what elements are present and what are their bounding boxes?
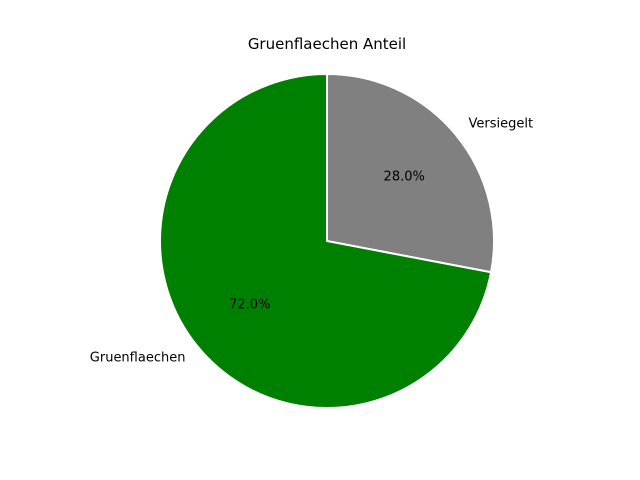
slice-label-versiegelt: Versiegelt	[469, 116, 534, 131]
chart-title: Gruenflaechen Anteil	[248, 35, 406, 53]
pie-slice-versiegelt	[326, 73, 495, 274]
pie-slice-gruenflaechen	[159, 73, 493, 409]
pie-slices	[159, 73, 495, 409]
percent-label-versiegelt: 28.0%	[384, 170, 425, 185]
pie-labels: Versiegelt 28.0% Gruenflaechen 72.0%	[90, 116, 533, 365]
percent-label-gruenflaechen: 72.0%	[229, 297, 270, 312]
slice-label-gruenflaechen: Gruenflaechen	[90, 351, 186, 366]
